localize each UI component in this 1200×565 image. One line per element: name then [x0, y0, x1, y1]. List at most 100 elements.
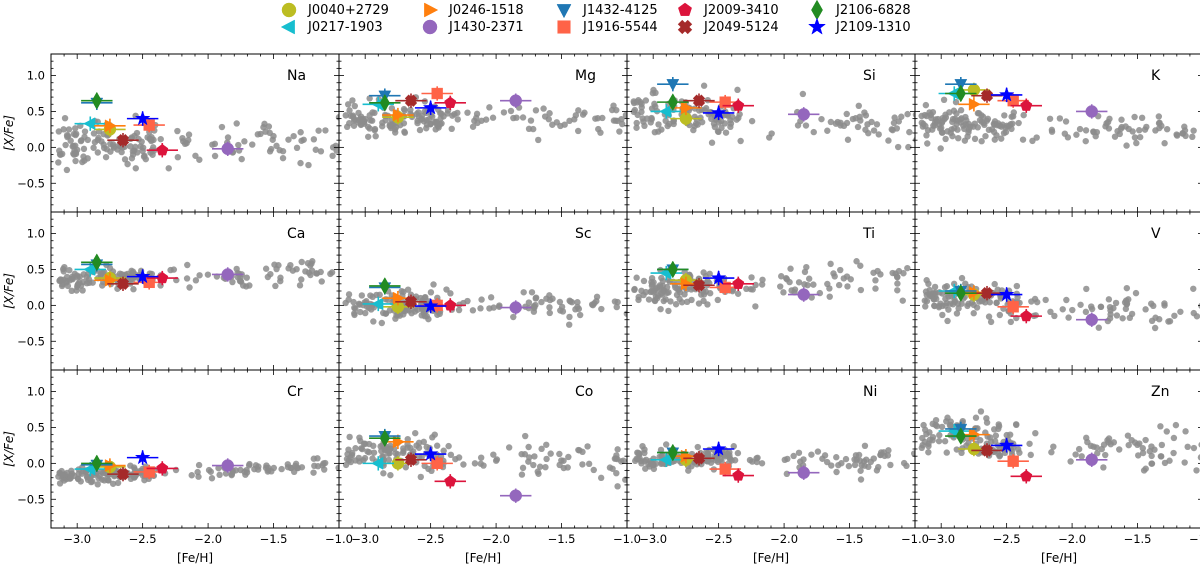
y-tick-label: 0.5: [27, 262, 45, 276]
sample-point: [978, 138, 985, 145]
element-label: Co: [575, 384, 593, 400]
sample-point: [1046, 115, 1054, 122]
sample-point: [127, 143, 134, 150]
sample-point: [640, 277, 648, 285]
sample-point: [128, 155, 136, 162]
star-point: [369, 277, 401, 295]
sample-point: [665, 289, 672, 296]
sample-point: [854, 123, 862, 131]
star-point: [212, 458, 244, 473]
sample-point: [843, 110, 850, 118]
legend-item: J0040+2729: [278, 0, 389, 20]
star-marker: [371, 456, 384, 470]
sample-point: [464, 109, 471, 116]
sample-point: [925, 442, 932, 450]
sample-point: [85, 279, 93, 287]
sample-point: [593, 293, 601, 301]
star-point: [788, 465, 820, 480]
sample-point: [706, 290, 714, 297]
sample-point: [1007, 318, 1015, 326]
sample-point: [992, 432, 1000, 439]
sample-point: [94, 149, 102, 156]
star-point: [81, 91, 113, 110]
sample-point: [935, 437, 943, 445]
sample-point: [749, 458, 756, 465]
star-marker: [91, 454, 102, 473]
sample-point: [1075, 445, 1083, 453]
sample-point: [895, 118, 903, 125]
sample-point: [73, 287, 80, 294]
star-point: [500, 488, 532, 503]
sample-point: [1059, 306, 1066, 313]
sample-point: [1182, 428, 1189, 435]
x-tick-label: −3.0: [63, 532, 91, 546]
sample-point: [370, 449, 378, 456]
sample-point: [265, 123, 273, 130]
sample-point: [1123, 142, 1130, 149]
star-marker: [83, 117, 96, 131]
sample-point: [372, 132, 379, 140]
star-point: [107, 276, 139, 291]
sample-point: [708, 139, 716, 146]
sample-point: [510, 313, 517, 321]
sample-point: [926, 109, 933, 116]
sample-point: [970, 310, 977, 317]
sample-point: [778, 273, 785, 280]
sample-point: [546, 309, 553, 317]
sample-point: [584, 443, 591, 450]
sample-point: [827, 118, 835, 126]
sample-point: [433, 442, 441, 449]
sample-point: [819, 455, 826, 462]
sample-point: [63, 166, 71, 174]
x-axis-label: [Fe/H]: [753, 551, 789, 565]
sample-point: [1098, 445, 1105, 453]
sample-point: [386, 121, 394, 128]
sample-point: [270, 132, 277, 140]
sample-point: [423, 125, 430, 132]
sample-point: [1171, 312, 1178, 319]
sample-point: [693, 116, 701, 123]
star-point: [146, 143, 178, 158]
element-label: Cr: [287, 384, 303, 400]
legend-label: J0217-1903: [308, 19, 383, 35]
x-tick-label: −1.0: [613, 532, 641, 546]
x-tick-label: −2.0: [1058, 532, 1086, 546]
sample-point: [1111, 133, 1119, 140]
sample-point: [66, 266, 73, 274]
legend-label: J0246-1518: [449, 2, 524, 18]
sample-point: [1015, 119, 1022, 127]
legend-label: J0040+2729: [308, 2, 389, 18]
sample-point: [69, 143, 76, 150]
sample-point: [855, 451, 863, 459]
sample-point: [207, 468, 214, 475]
sample-point: [77, 137, 85, 145]
star-point: [1076, 452, 1108, 467]
sample-point: [204, 271, 212, 278]
sample-point: [94, 481, 101, 488]
sample-point: [924, 140, 931, 147]
sample-point: [425, 315, 432, 323]
legend-item: J2049-5124: [674, 17, 779, 37]
sample-point: [1156, 316, 1163, 323]
sample-point: [79, 158, 86, 166]
sample-point: [1163, 428, 1170, 435]
sample-point: [1042, 296, 1049, 304]
sample-point: [1084, 438, 1091, 446]
sample-point: [313, 270, 320, 277]
y-tick-label: 0.5: [27, 420, 45, 434]
sample-point: [141, 152, 148, 159]
star-marker: [156, 462, 169, 474]
sample-point: [965, 120, 972, 128]
y-tick-label: −0.5: [17, 492, 45, 506]
sample-point: [921, 297, 929, 304]
sample-point: [948, 126, 955, 133]
sample-point: [1179, 130, 1187, 137]
star-point: [133, 117, 165, 133]
sample-point: [1050, 443, 1057, 450]
sample-point: [495, 303, 503, 310]
sample-point: [623, 310, 627, 317]
sample-point: [402, 464, 409, 471]
sample-point: [722, 129, 730, 136]
sample-point: [1067, 458, 1074, 465]
sample-point: [1163, 126, 1171, 133]
